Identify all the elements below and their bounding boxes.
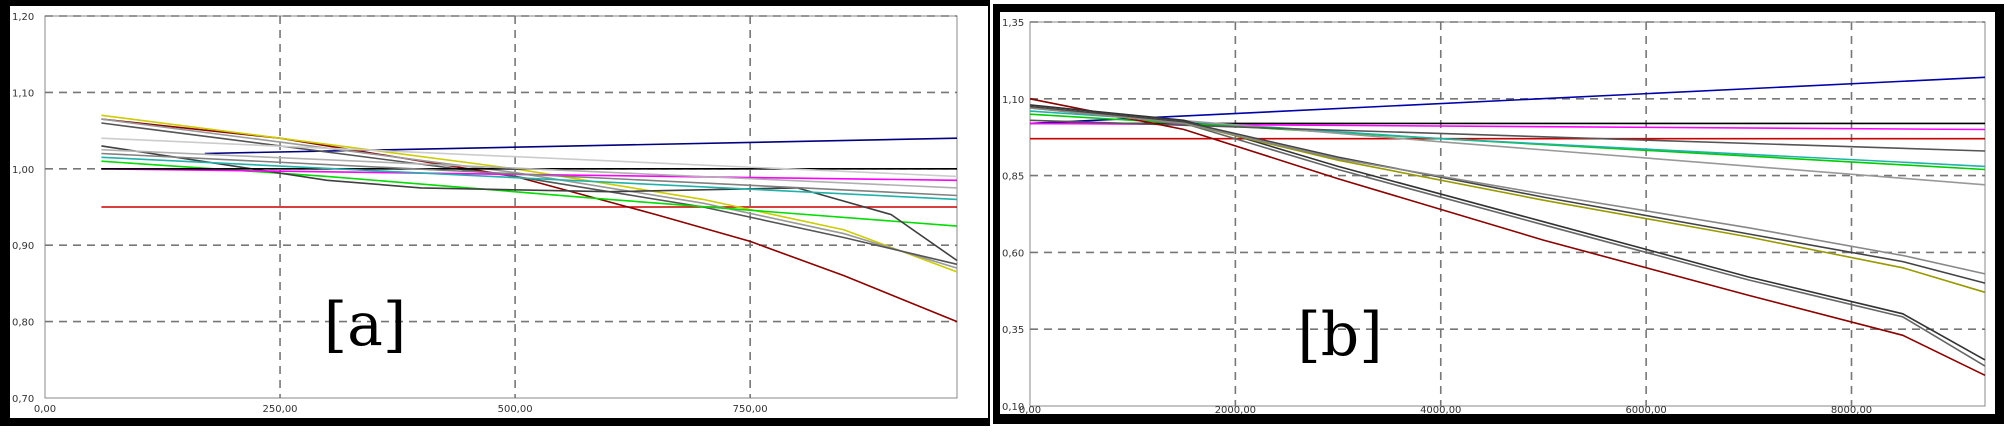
panel-a-y-tick-label: 0,80 bbox=[12, 318, 34, 329]
panel-b-x-tick-label: 8000,00 bbox=[1831, 405, 1872, 416]
panel-a-series-line bbox=[101, 156, 958, 201]
panel-b-y-tick-label: 0,35 bbox=[1002, 325, 1024, 336]
panel-a-y-tick-label: 1,10 bbox=[12, 88, 34, 99]
panel-a-x-tick-label: 250,00 bbox=[263, 404, 298, 415]
panel-b-series-line bbox=[1029, 76, 1986, 125]
panel-a-series-line bbox=[101, 118, 958, 269]
panel-a-label: [a] bbox=[324, 290, 407, 360]
panel-a-series-line bbox=[101, 152, 958, 197]
panel-a-chart: 0,00 250,00 500,00 750,00 0,70 0,80 0,90 1,00 1,… bbox=[10, 6, 988, 418]
panel-a-x-tick-label: 500,00 bbox=[498, 404, 533, 415]
panel-a-x-tick-label: 750,00 bbox=[733, 404, 768, 415]
panel-b-chart: 0,00 2000,00 4000,00 6000,00 8000,00 0,10 0,35… bbox=[1000, 12, 1995, 416]
panel-b-series-line bbox=[1029, 107, 1986, 275]
panel-a-series-line bbox=[101, 137, 958, 178]
panel-a-y-tick-label: 0,90 bbox=[12, 241, 34, 252]
panel-a-y-tick-label: 1,20 bbox=[12, 12, 34, 23]
panel-b-series-line bbox=[1029, 105, 1986, 284]
panel-a-series-line bbox=[101, 145, 958, 262]
panel-b-series-line bbox=[1029, 104, 1986, 361]
panel-a-series-line bbox=[101, 114, 958, 273]
panel-a-y-tick-label: 0,70 bbox=[12, 394, 34, 405]
panel-a-series-line bbox=[204, 137, 958, 155]
panel-a-y-tick-label: 1,00 bbox=[12, 165, 34, 176]
panel-b-x-tick-label: 6000,00 bbox=[1625, 405, 1666, 416]
panel-b-x-tick-label: 2000,00 bbox=[1215, 405, 1256, 416]
panel-b-x-tick-label: 4000,00 bbox=[1420, 405, 1461, 416]
panel-b-label: [b] bbox=[1297, 300, 1382, 370]
panel-b-plot-area bbox=[1029, 21, 1986, 407]
panel-b-y-tick-label: 0,85 bbox=[1002, 172, 1024, 183]
panel-b-y-tick-label: 0,10 bbox=[1002, 402, 1024, 413]
panel-a-x-tick-label: 0,00 bbox=[34, 404, 56, 415]
panel-b-series-line bbox=[1029, 98, 1986, 377]
panel-b-y-tick-label: 1,35 bbox=[1002, 18, 1024, 29]
panel-b-x-tick-label: 0,00 bbox=[1019, 405, 1041, 416]
panel-b-y-tick-label: 1,10 bbox=[1002, 95, 1024, 106]
panel-b-y-tick-label: 0,60 bbox=[1002, 248, 1024, 259]
panel-a-series-line bbox=[101, 148, 958, 189]
